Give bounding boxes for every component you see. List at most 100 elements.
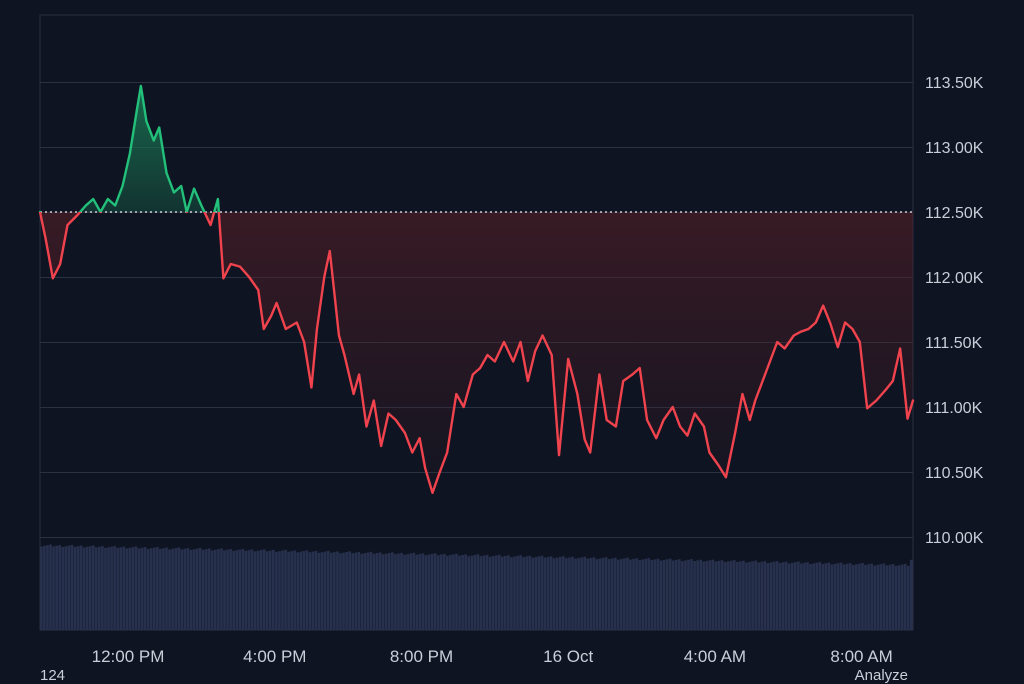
volume-bar: [568, 557, 571, 630]
volume-bar: [49, 544, 52, 630]
volume-bar: [91, 545, 95, 630]
volume-bar: [797, 561, 800, 630]
volume-bar: [900, 564, 904, 630]
volume-bar: [888, 564, 892, 630]
volume-bar: [174, 548, 178, 630]
volume-bar: [293, 550, 297, 630]
volume-bar: [836, 563, 840, 630]
volume-bar: [296, 552, 300, 630]
volume-bar: [192, 549, 196, 630]
volume-bar: [455, 553, 458, 630]
volume-bar: [250, 549, 254, 630]
volume-bar: [403, 554, 406, 630]
volume-bar: [238, 549, 242, 630]
volume-bar: [510, 557, 513, 630]
y-tick-label: 111.50K: [925, 335, 983, 352]
analyze-button[interactable]: Analyze: [854, 667, 908, 684]
price-line: [38, 84, 915, 494]
volume-bar: [491, 556, 495, 630]
volume-bar: [223, 550, 226, 630]
volume-bar: [677, 559, 681, 630]
volume-bar: [858, 563, 861, 630]
volume-bar: [186, 548, 190, 630]
volume-bar: [784, 561, 788, 630]
volume-bar: [58, 545, 62, 630]
volume-bar: [473, 554, 477, 630]
volume-bar: [909, 559, 913, 630]
volume-bar: [201, 549, 205, 630]
volume-bar: [46, 545, 49, 630]
volume-bar: [275, 551, 278, 630]
volume-bar: [732, 560, 736, 630]
volume-bar: [464, 554, 467, 630]
volume-bar: [632, 558, 635, 630]
volume-bar: [681, 561, 684, 630]
volume-bar: [116, 547, 120, 630]
volume-bar: [775, 561, 779, 630]
volume-bar: [558, 556, 562, 630]
volume-bar: [210, 550, 214, 630]
volume-bar: [870, 563, 873, 630]
volume-bar: [427, 554, 431, 630]
volume-bar: [809, 563, 812, 630]
x-tick-label: 8:00 AM: [830, 647, 892, 666]
volume-bar: [577, 557, 580, 630]
volume-bar: [204, 549, 208, 630]
volume-bar: [778, 562, 782, 630]
volume-bar: [195, 548, 199, 630]
volume-bar: [897, 565, 901, 630]
volume-bar: [781, 562, 785, 630]
volume-bar: [247, 550, 251, 630]
volume-bar: [375, 553, 379, 630]
volume-bar: [137, 548, 141, 630]
volume-bar: [687, 559, 690, 630]
volume-bar: [833, 563, 837, 630]
volume-bar: [534, 557, 538, 630]
volume-bar: [790, 562, 794, 630]
volume-bar: [320, 552, 324, 630]
volume-bar: [604, 557, 608, 630]
volume-bar: [180, 549, 184, 630]
y-tick-label: 110.50K: [925, 465, 984, 482]
volume-bar: [906, 565, 910, 630]
volume-bar: [516, 555, 519, 630]
volume-bar: [220, 548, 223, 630]
volume-bar: [268, 550, 272, 630]
volume-bar: [485, 554, 489, 630]
volume-bar: [757, 562, 761, 630]
volume-bar: [290, 551, 293, 630]
volume-bar: [668, 558, 672, 630]
volume-bar: [842, 564, 846, 630]
volume-bar: [229, 548, 232, 630]
volume-bar: [40, 546, 43, 630]
volume-bar: [281, 550, 284, 630]
volume-bar: [723, 562, 727, 630]
volume-bar: [400, 552, 403, 630]
volume-bar: [839, 562, 843, 630]
volume-bar: [497, 554, 501, 630]
volume-bar: [436, 555, 440, 630]
volume-bar: [806, 562, 809, 630]
volume-bar: [168, 549, 171, 630]
volume-bar: [607, 559, 611, 630]
volume-bar: [308, 552, 312, 630]
volume-bar: [348, 551, 351, 630]
volume-bar: [601, 557, 605, 630]
volume-bar: [665, 559, 669, 630]
volume-bar: [372, 553, 376, 630]
volume-bar: [110, 546, 113, 630]
volume-bar: [125, 548, 129, 630]
volume-bar: [143, 547, 147, 630]
volume-bar: [479, 556, 483, 630]
volume-bar: [452, 554, 455, 630]
volume-bar: [543, 557, 547, 630]
volume-bar: [760, 561, 764, 630]
volume-bar: [613, 557, 617, 630]
volume-bar: [94, 547, 98, 630]
volume-bar: [336, 551, 339, 630]
volume-bar: [635, 558, 638, 630]
volume-bar: [43, 545, 46, 630]
volume-bar: [226, 549, 229, 630]
volume-bar: [610, 558, 614, 630]
volume-bar: [88, 546, 92, 630]
